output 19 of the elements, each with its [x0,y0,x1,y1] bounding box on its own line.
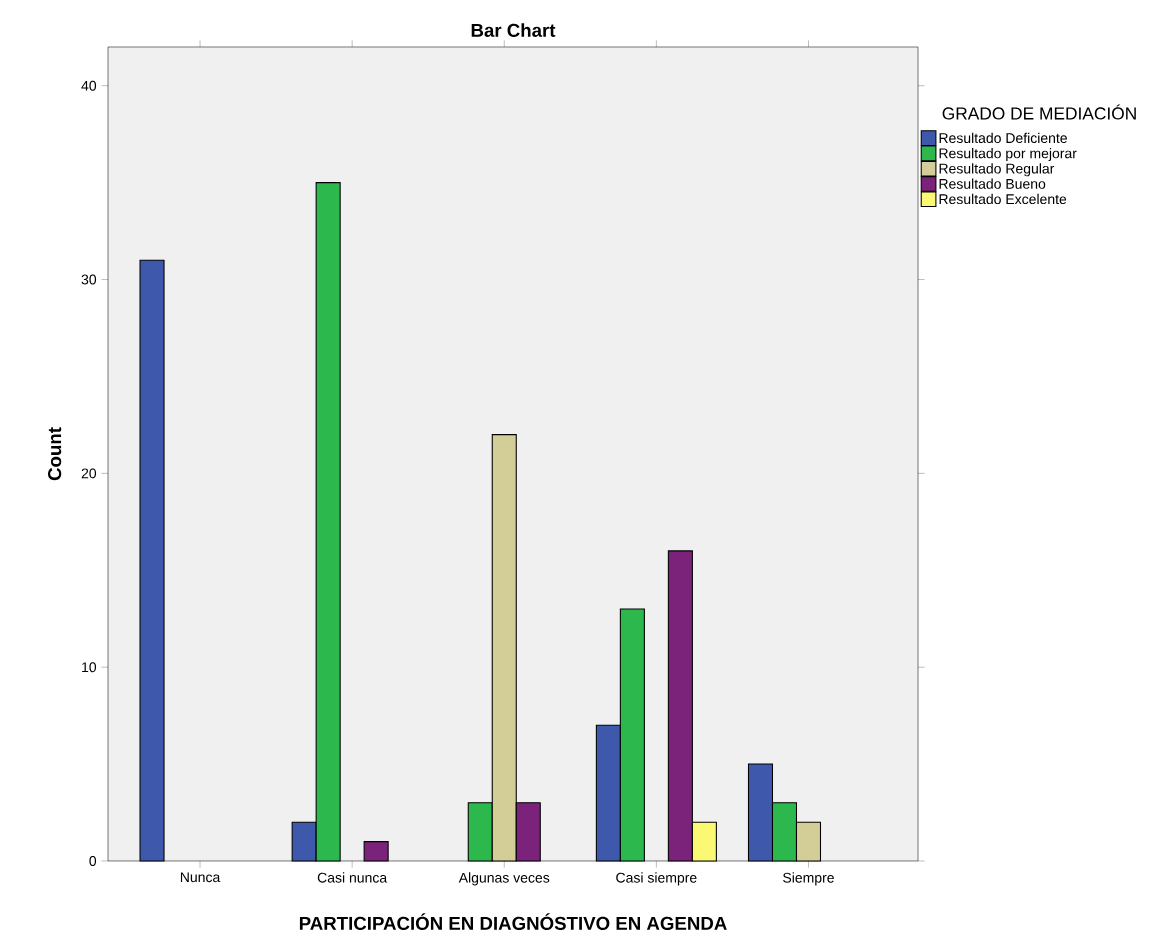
chart-title: Bar Chart [471,23,556,37]
y-tick-label: 20 [81,468,97,479]
x-tick-label: Casi siempre [616,872,697,886]
legend-label: Resultado por mejorar [939,148,1077,162]
y-axis-title: Count [48,427,62,481]
x-tick-label: Nunca [180,872,221,883]
x-tick-label: Algunas veces [458,872,550,886]
x-axis-title: PARTICIPACIÓN EN DIAGNÓSTIVO EN AGENDA [299,913,727,930]
x-tick-label: Casi nunca [317,872,388,883]
legend-title: GRADO DE MEDIACIÓN [942,104,1136,120]
y-tick-label: 30 [81,274,97,285]
y-tick-label: 0 [89,856,97,866]
legend-label: Resultado Excelente [939,193,1067,205]
x-tick-label: Siempre [783,872,834,886]
y-tick-label: 40 [81,80,97,91]
legend-label: Resultado Bueno [939,178,1046,189]
legend-label: Resultado Deficiente [939,132,1067,144]
y-tick-label: 10 [82,662,97,673]
legend-label: Resultado Regular [939,163,1055,177]
